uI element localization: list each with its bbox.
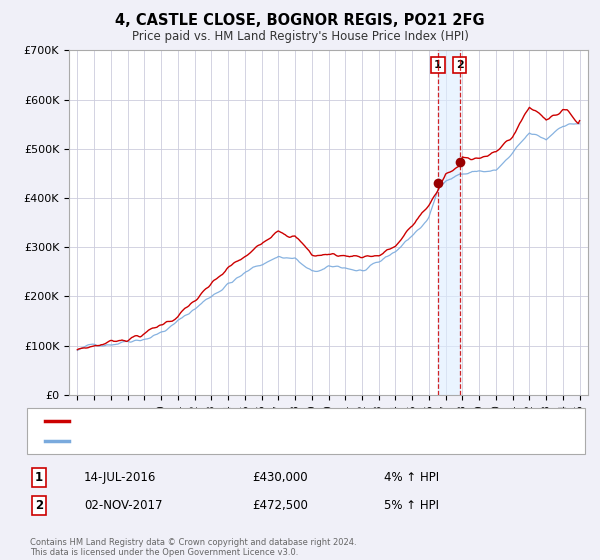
Text: 1: 1 (434, 60, 442, 70)
Text: Price paid vs. HM Land Registry's House Price Index (HPI): Price paid vs. HM Land Registry's House … (131, 30, 469, 43)
Text: Contains HM Land Registry data © Crown copyright and database right 2024.
This d: Contains HM Land Registry data © Crown c… (30, 538, 356, 557)
Text: HPI: Average price, detached house, Arun: HPI: Average price, detached house, Arun (75, 436, 293, 446)
Text: 4, CASTLE CLOSE, BOGNOR REGIS, PO21 2FG (detached house): 4, CASTLE CLOSE, BOGNOR REGIS, PO21 2FG … (75, 416, 406, 426)
Text: £472,500: £472,500 (252, 498, 308, 512)
Text: 5% ↑ HPI: 5% ↑ HPI (384, 498, 439, 512)
Text: 1: 1 (35, 470, 43, 484)
Text: 14-JUL-2016: 14-JUL-2016 (84, 470, 157, 484)
Text: £430,000: £430,000 (252, 470, 308, 484)
Text: 2: 2 (35, 498, 43, 512)
Text: 4% ↑ HPI: 4% ↑ HPI (384, 470, 439, 484)
Text: 4, CASTLE CLOSE, BOGNOR REGIS, PO21 2FG: 4, CASTLE CLOSE, BOGNOR REGIS, PO21 2FG (115, 13, 485, 28)
Bar (438, 50, 460, 395)
Text: 2: 2 (456, 60, 464, 70)
Text: 02-NOV-2017: 02-NOV-2017 (84, 498, 163, 512)
